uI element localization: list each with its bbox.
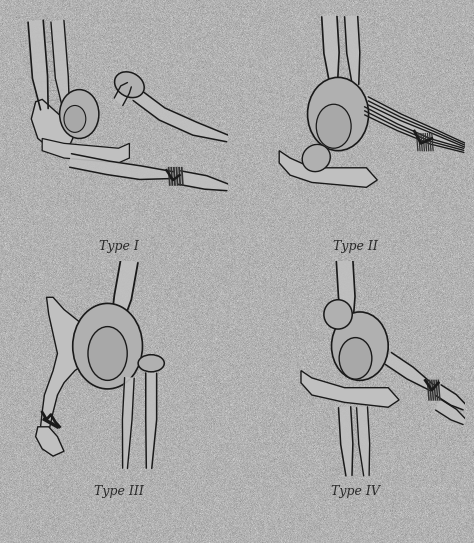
Polygon shape [338, 407, 353, 476]
Text: Type III: Type III [93, 485, 144, 497]
Polygon shape [301, 370, 399, 407]
Polygon shape [178, 171, 228, 191]
Ellipse shape [308, 77, 369, 150]
Ellipse shape [316, 104, 351, 148]
Polygon shape [110, 258, 138, 335]
Polygon shape [70, 154, 173, 180]
Polygon shape [28, 20, 48, 110]
Text: Type IV: Type IV [331, 485, 380, 497]
Polygon shape [365, 105, 465, 153]
Polygon shape [31, 99, 75, 150]
Ellipse shape [138, 355, 164, 372]
Polygon shape [436, 385, 466, 410]
Polygon shape [385, 352, 433, 390]
Ellipse shape [73, 304, 143, 389]
Polygon shape [42, 138, 129, 163]
Polygon shape [436, 400, 466, 425]
Polygon shape [146, 373, 156, 469]
Ellipse shape [115, 72, 144, 98]
Ellipse shape [88, 326, 127, 380]
Ellipse shape [324, 300, 352, 329]
Ellipse shape [331, 312, 388, 380]
Polygon shape [36, 427, 64, 456]
Ellipse shape [64, 105, 86, 132]
Polygon shape [122, 377, 134, 469]
Polygon shape [337, 260, 355, 322]
Polygon shape [322, 16, 339, 85]
Ellipse shape [60, 90, 99, 138]
Polygon shape [365, 97, 465, 148]
Text: Type I: Type I [99, 241, 138, 253]
Ellipse shape [302, 144, 330, 172]
Polygon shape [279, 150, 377, 187]
Polygon shape [51, 20, 69, 110]
Polygon shape [114, 83, 131, 105]
Polygon shape [40, 297, 97, 432]
Polygon shape [365, 101, 465, 150]
Ellipse shape [339, 338, 372, 379]
Text: Type II: Type II [333, 241, 378, 253]
Polygon shape [345, 16, 360, 85]
Polygon shape [133, 89, 228, 142]
Polygon shape [356, 407, 370, 476]
